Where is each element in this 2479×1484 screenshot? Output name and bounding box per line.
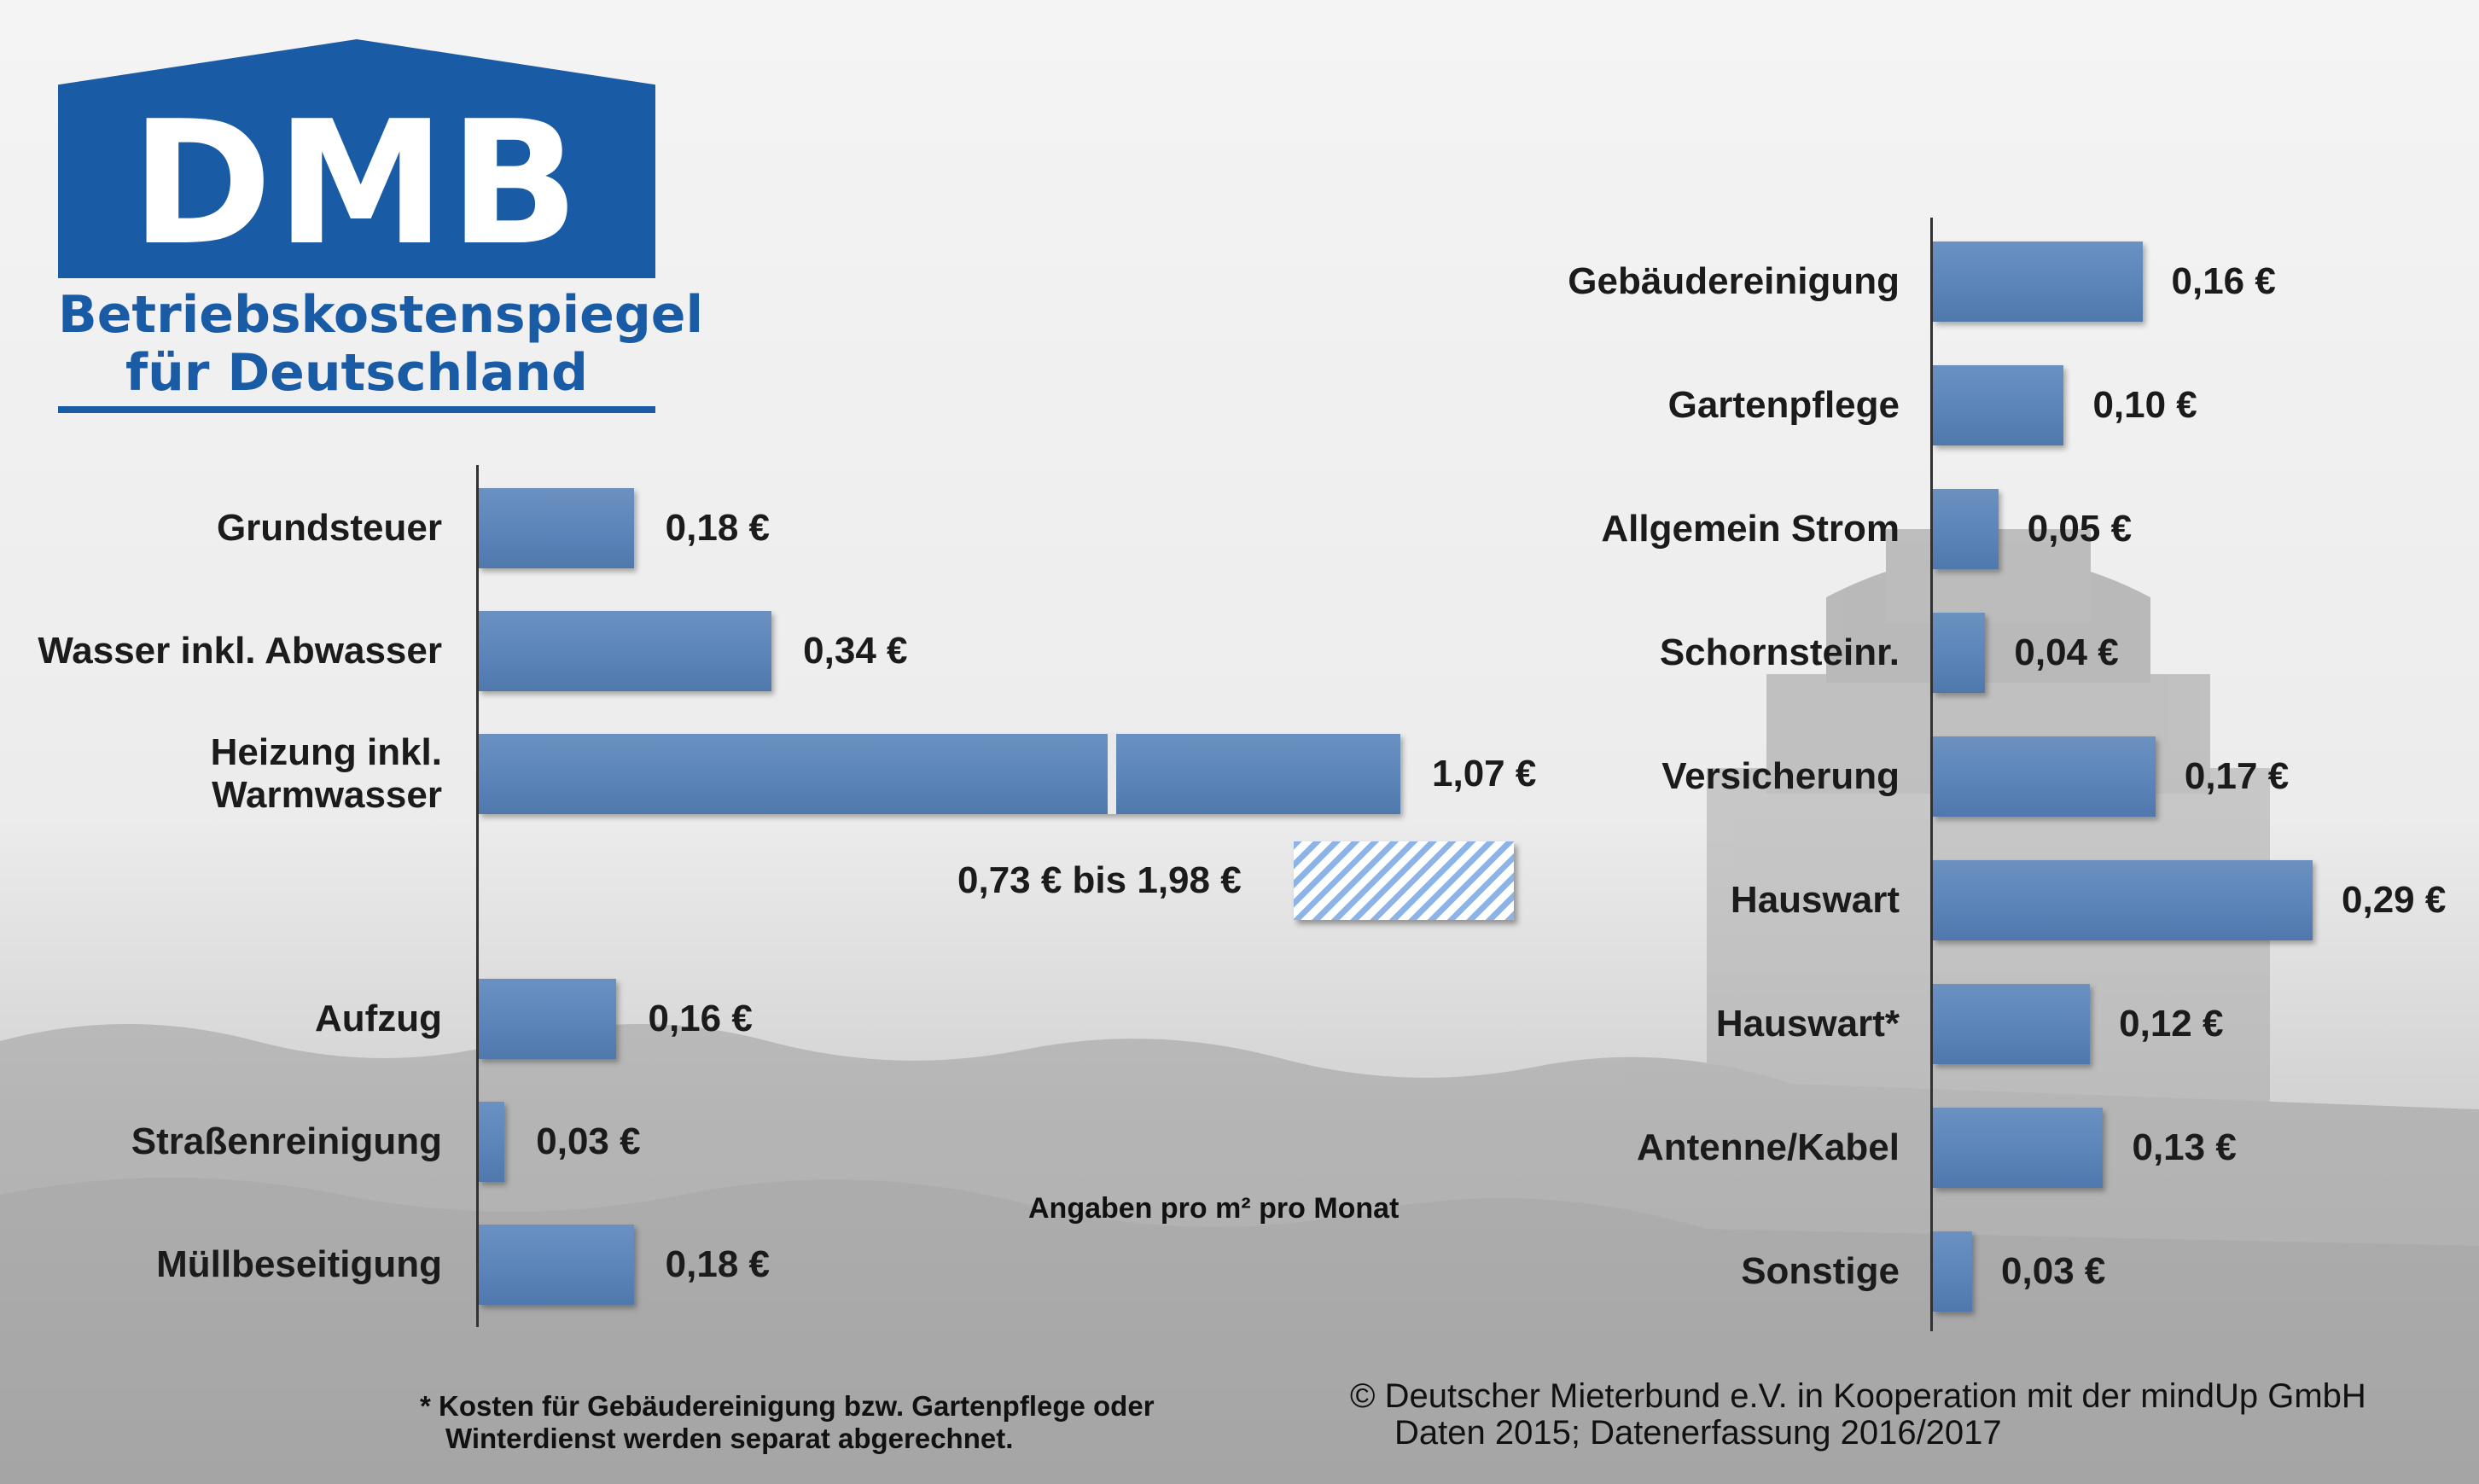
value-label-muellbeseitigung: 0,18 € xyxy=(665,1243,771,1285)
logo-mark: DMB xyxy=(131,84,583,283)
bar-allgemein-strom xyxy=(1933,489,1999,569)
value-label-gartenpflege: 0,10 € xyxy=(2092,384,2197,426)
category-label-wasser-inkl-abwasser: Wasser inkl. Abwasser xyxy=(0,630,442,672)
category-label-line: Müllbeseitigung xyxy=(156,1243,442,1285)
value-label-schornsteinr: 0,04 € xyxy=(2014,631,2119,673)
bar-strassenreinigung xyxy=(479,1102,505,1182)
category-label-line: Aufzug xyxy=(314,998,442,1039)
logo-title-line2: für Deutschland xyxy=(125,343,588,403)
category-label-hauswart: Hauswart xyxy=(1730,879,1900,921)
bar-versicherung xyxy=(1933,736,2156,817)
right-axis xyxy=(1930,218,1933,1331)
category-label-line: Warmwasser xyxy=(212,774,442,816)
value-label-hauswart: 0,29 € xyxy=(2342,879,2447,921)
value-label-strassenreinigung: 0,03 € xyxy=(536,1120,641,1162)
value-label-grundsteuer: 0,18 € xyxy=(665,507,771,549)
category-label-strassenreinigung: Straßenreinigung xyxy=(0,1120,442,1163)
bar-hauswart xyxy=(1933,984,2091,1064)
category-label-versicherung: Versicherung xyxy=(1661,755,1900,797)
credit-line1: © Deutscher Mieterbund e.V. in Kooperati… xyxy=(1350,1377,2366,1415)
category-label-line: Straßenreinigung xyxy=(131,1120,442,1162)
left-axis xyxy=(476,465,479,1327)
category-label-muellbeseitigung: Müllbeseitigung xyxy=(0,1243,442,1286)
logo-roof-shape xyxy=(58,39,655,278)
bar-antenne-kabel xyxy=(1933,1108,2104,1188)
value-label-antenne-kabel: 0,13 € xyxy=(2132,1126,2237,1168)
bar-grundsteuer xyxy=(479,488,634,568)
category-label-antenne-kabel: Antenne/Kabel xyxy=(1636,1126,1900,1168)
value-label-allgemein-strom: 0,05 € xyxy=(2027,508,2133,550)
category-label-aufzug: Aufzug xyxy=(0,998,442,1040)
bar-schornsteinr xyxy=(1933,613,1986,693)
dmb-logo: DMB Betriebskostenspiegel für Deutschlan… xyxy=(58,39,704,415)
bar-wasser-inkl-abwasser xyxy=(479,611,772,691)
category-label-line: Grundsteuer xyxy=(216,507,442,549)
range-bar-heizung xyxy=(1294,841,1514,920)
bar-sonstige xyxy=(1933,1231,1973,1312)
logo-title-line1: Betriebskostenspiegel xyxy=(58,285,704,345)
credit-line2: Daten 2015; Datenerfassung 2016/2017 xyxy=(1394,1414,2002,1452)
bar-muellbeseitigung xyxy=(479,1225,634,1305)
bar-aufzug xyxy=(479,979,617,1059)
category-label-allgemein-strom: Allgemein Strom xyxy=(1601,508,1900,550)
bar-hauswart xyxy=(1933,860,2313,940)
logo-underline xyxy=(58,406,655,413)
value-label-heizung-inkl-warmwasser: 1,07 € xyxy=(1432,753,1537,794)
category-label-grundsteuer: Grundsteuer xyxy=(0,507,442,550)
category-label-sonstige: Sonstige xyxy=(1741,1250,1900,1292)
bar-gartenpflege xyxy=(1933,365,2064,445)
value-label-sonstige: 0,03 € xyxy=(2001,1250,2106,1292)
footnote-line1: * Kosten für Gebäudereinigung bzw. Garte… xyxy=(420,1390,1155,1422)
bar-segment-divider xyxy=(1107,734,1116,814)
value-label-versicherung: 0,17 € xyxy=(2184,755,2290,797)
category-label-schornsteinr: Schornsteinr. xyxy=(1659,631,1900,673)
value-label-gebaeudereinigung: 0,16 € xyxy=(2171,260,2276,302)
value-label-aufzug: 0,16 € xyxy=(648,998,753,1039)
unit-note: Angaben pro m² pro Monat xyxy=(1028,1192,1400,1225)
category-label-line: Wasser inkl. Abwasser xyxy=(38,630,442,672)
range-label: 0,73 € bis 1,98 € xyxy=(957,859,1242,901)
bar-gebaeudereinigung xyxy=(1933,242,2143,322)
footnote-line2: Winterdienst werden separat abgerechnet. xyxy=(445,1423,1014,1454)
bar-heizung-inkl-warmwasser xyxy=(479,734,1400,814)
category-label-gartenpflege: Gartenpflege xyxy=(1667,384,1900,426)
category-label-gebaeudereinigung: Gebäudereinigung xyxy=(1568,260,1900,302)
category-label-heizung-inkl-warmwasser: Heizung inkl. Warmwasser xyxy=(0,731,442,817)
value-label-wasser-inkl-abwasser: 0,34 € xyxy=(803,630,908,672)
category-label-line: Heizung inkl. xyxy=(210,731,442,773)
category-label-hauswart: Hauswart* xyxy=(1715,1003,1900,1045)
value-label-hauswart: 0,12 € xyxy=(2119,1003,2224,1045)
